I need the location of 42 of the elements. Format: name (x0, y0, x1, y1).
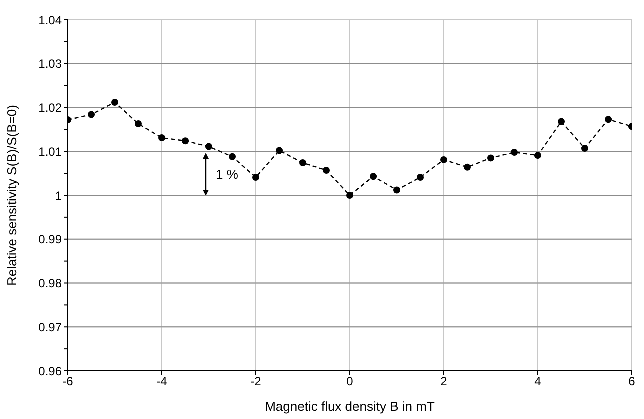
x-tick-label: 0 (346, 374, 354, 389)
y-tick-label: 0.96 (38, 364, 62, 378)
x-tick-label: 6 (628, 374, 636, 389)
point (88, 111, 95, 118)
x-tick-label: -2 (250, 374, 262, 389)
point (370, 173, 377, 180)
y-tick-label: 0.97 (38, 320, 62, 334)
point (229, 153, 236, 160)
point (464, 164, 471, 171)
point (488, 154, 494, 162)
point (605, 116, 612, 124)
x-tick-label: -6 (62, 374, 74, 389)
annotation: 1 % (216, 167, 239, 182)
point (252, 174, 260, 182)
point (182, 138, 189, 145)
y-tick-label: 1.01 (38, 144, 62, 159)
point (346, 192, 354, 199)
y-axis-title: Relative sensitivity S(B)/S(B=0) (4, 105, 20, 286)
point (300, 160, 306, 167)
point (323, 166, 330, 174)
x-tick-label: 4 (534, 374, 542, 389)
y-tick-label: 1.02 (38, 101, 62, 116)
point (276, 147, 283, 154)
x-axis-title: Magnetic flux density B in mT (265, 399, 435, 414)
point (112, 98, 118, 106)
point (582, 145, 588, 152)
point (158, 134, 166, 142)
y-tick-label: 1.04 (38, 13, 62, 28)
point (558, 118, 565, 126)
point (440, 156, 448, 164)
x-tick-label: 2 (440, 374, 448, 389)
point (511, 149, 518, 156)
y-tick-label: 0.99 (38, 232, 62, 247)
x-tick-label: -4 (156, 374, 168, 389)
point (394, 186, 400, 194)
point (417, 174, 424, 182)
y-tick-label: 1 (55, 188, 62, 203)
y-tick-label: 0.98 (38, 276, 62, 291)
point (135, 120, 142, 128)
y-tick-label: 1.03 (38, 57, 62, 72)
point (206, 143, 212, 150)
point (534, 152, 542, 160)
